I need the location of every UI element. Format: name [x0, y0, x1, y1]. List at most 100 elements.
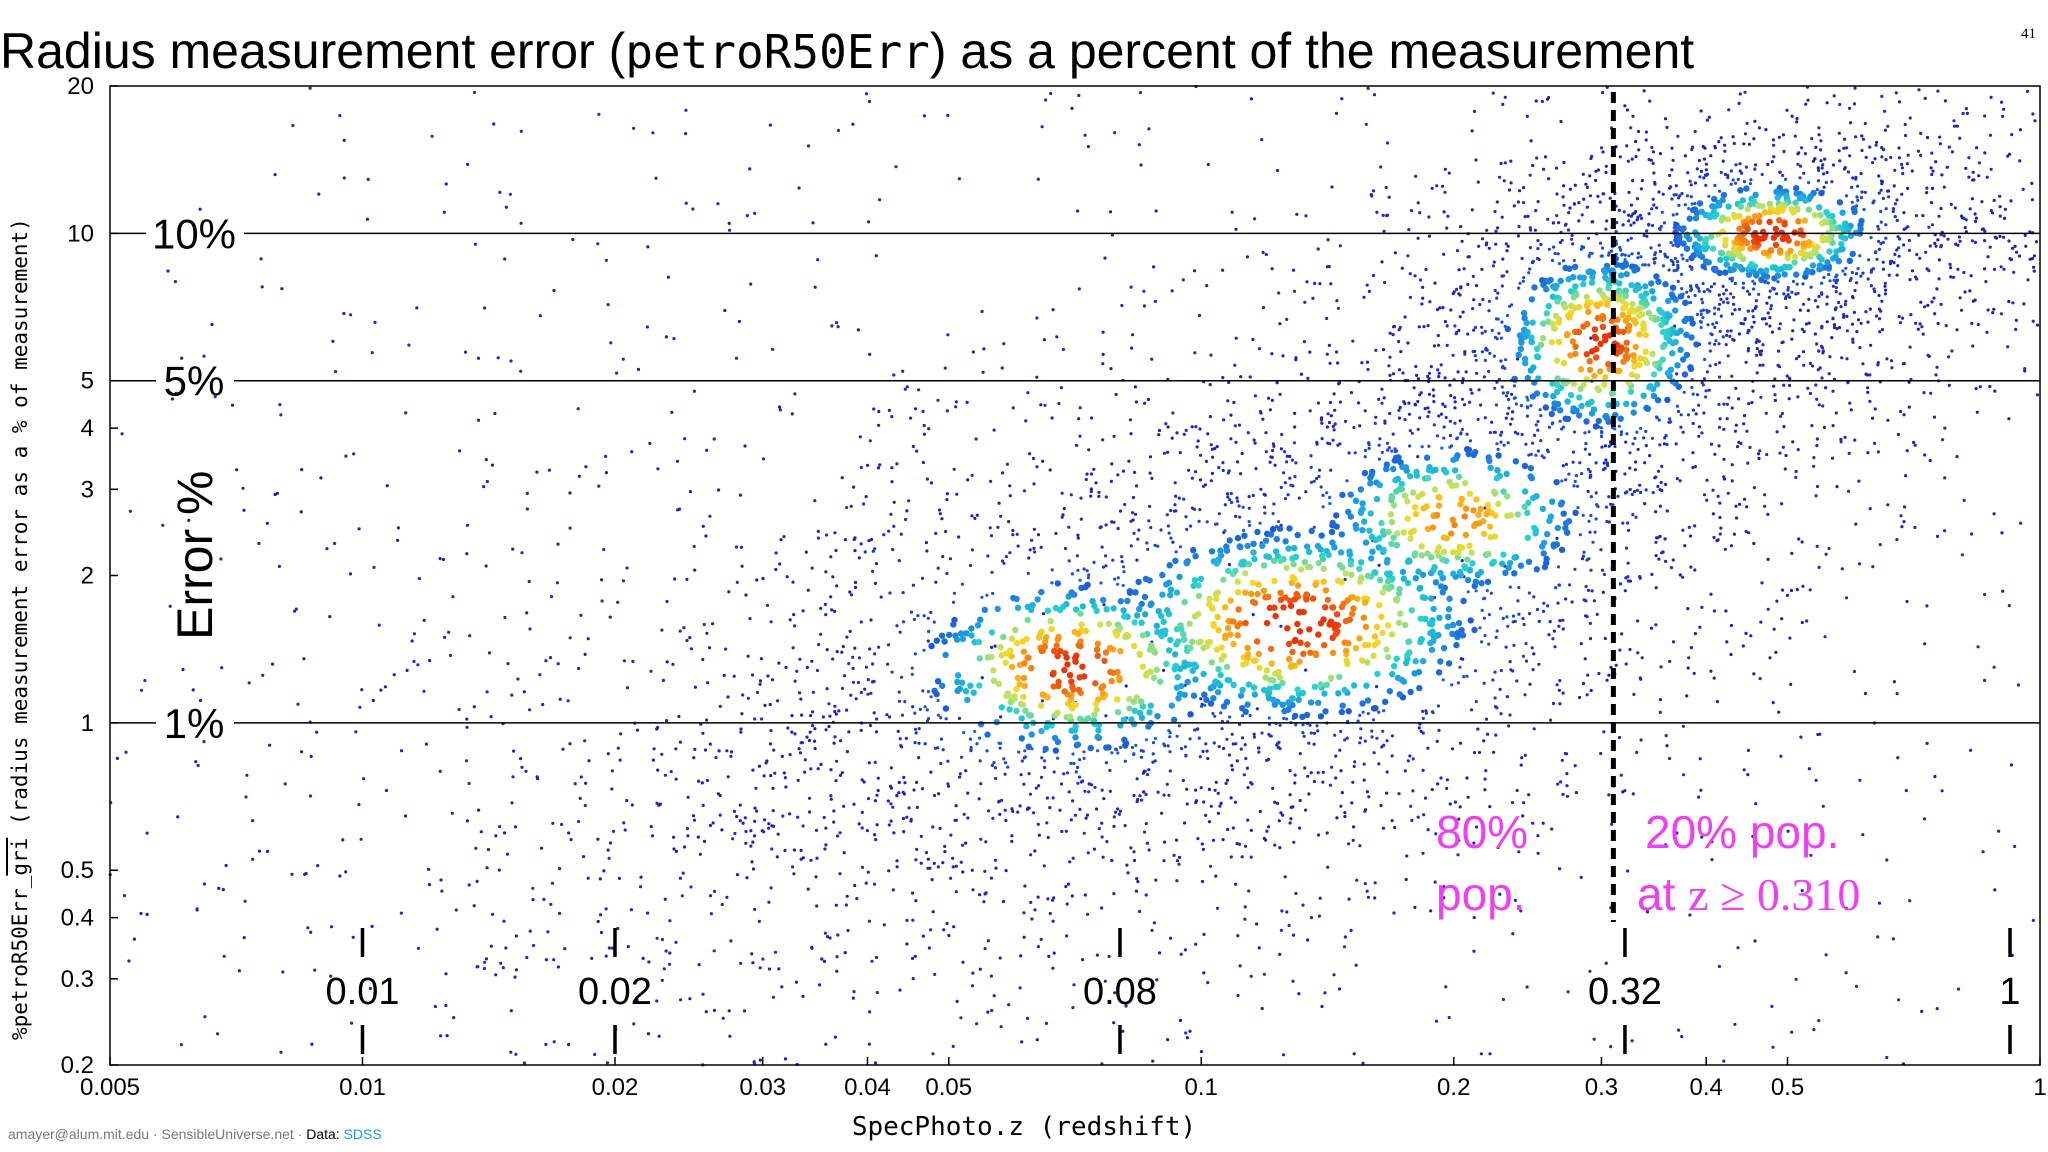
density-point — [1504, 242, 1508, 246]
density-point — [1557, 221, 1561, 225]
density-point — [1361, 469, 1369, 477]
density-point — [1704, 162, 1708, 166]
density-point — [790, 730, 794, 734]
density-point — [1691, 145, 1695, 149]
density-point — [1789, 588, 1794, 593]
density-point — [1479, 403, 1483, 407]
density-point — [1771, 286, 1775, 290]
density-point — [1447, 171, 1451, 175]
density-point — [1682, 299, 1689, 306]
density-point — [1512, 384, 1516, 388]
density-point — [1246, 786, 1250, 790]
density-point — [1636, 651, 1640, 655]
density-point — [1681, 317, 1688, 325]
density-point — [1083, 893, 1087, 897]
density-point — [1734, 181, 1738, 185]
density-point — [1065, 934, 1069, 938]
density-point — [2013, 244, 2017, 248]
density-point — [538, 314, 542, 318]
density-point — [503, 615, 507, 620]
density-point — [1587, 430, 1591, 434]
density-point — [1459, 286, 1463, 290]
density-point — [1859, 274, 1863, 278]
density-point — [1669, 241, 1673, 245]
density-point — [1510, 303, 1514, 307]
density-point — [1378, 437, 1382, 441]
density-point — [834, 903, 838, 907]
density-point — [1804, 268, 1811, 275]
density-point — [1292, 289, 1297, 293]
density-point — [1476, 180, 1480, 184]
density-point — [1190, 476, 1194, 480]
density-point — [1270, 398, 1274, 402]
density-point — [1435, 184, 1439, 188]
density-point — [1498, 687, 1502, 692]
density-point — [1244, 542, 1251, 550]
density-point — [1459, 225, 1463, 229]
density-point — [607, 856, 611, 860]
density-point — [921, 460, 926, 465]
density-point — [1825, 302, 1829, 306]
density-point — [1185, 787, 1189, 791]
density-point — [1871, 201, 1875, 205]
density-point — [1786, 293, 1790, 297]
density-point — [576, 407, 580, 411]
density-point — [1940, 173, 1944, 177]
density-point — [1547, 177, 1551, 181]
density-point — [1620, 253, 1624, 257]
density-point — [1245, 766, 1249, 770]
density-point — [1851, 337, 1855, 341]
density-point — [1936, 321, 1940, 326]
density-point — [1487, 309, 1491, 313]
density-point — [1132, 589, 1139, 596]
density-point — [1434, 1019, 1439, 1023]
density-point — [1622, 210, 1626, 214]
density-point — [579, 613, 583, 617]
density-point — [1877, 293, 1881, 298]
density-point — [476, 356, 481, 360]
density-point — [1595, 612, 1599, 617]
density-point — [1306, 938, 1310, 942]
density-point — [866, 870, 870, 874]
density-point — [1017, 750, 1021, 754]
density-point — [1390, 465, 1397, 473]
density-point — [1992, 665, 1996, 669]
density-point — [970, 868, 974, 872]
footer-data-source[interactable]: SDSS — [343, 1126, 382, 1142]
density-point — [1312, 525, 1316, 529]
density-point — [1662, 221, 1666, 225]
density-point — [1876, 363, 1880, 367]
density-point — [433, 1004, 437, 1009]
density-point — [1709, 332, 1713, 336]
density-point — [180, 356, 184, 360]
density-point — [1651, 491, 1655, 495]
density-point — [1650, 223, 1655, 228]
density-point — [1196, 727, 1200, 731]
density-point — [1507, 724, 1511, 728]
density-point — [1115, 748, 1119, 752]
density-point — [1159, 591, 1166, 598]
density-point — [544, 1042, 548, 1046]
density-point — [1586, 588, 1591, 592]
density-point — [1039, 545, 1043, 549]
density-point — [1894, 91, 1898, 95]
density-point — [1072, 761, 1076, 766]
density-point — [1582, 197, 1586, 201]
density-point — [1935, 1007, 1939, 1011]
density-point — [2010, 133, 2014, 137]
density-point — [1689, 195, 1693, 199]
density-point — [1645, 229, 1649, 233]
density-point — [1970, 321, 1974, 325]
density-point — [1938, 135, 1942, 139]
density-point — [1520, 756, 1524, 760]
density-point — [621, 357, 625, 361]
density-point — [819, 762, 823, 767]
density-point — [1166, 1038, 1170, 1042]
density-point — [1151, 752, 1155, 756]
density-point — [1075, 765, 1080, 770]
density-point — [656, 467, 660, 471]
density-point — [936, 865, 940, 869]
density-point — [1101, 438, 1105, 442]
density-point — [1759, 620, 1763, 624]
density-point — [1135, 877, 1139, 881]
